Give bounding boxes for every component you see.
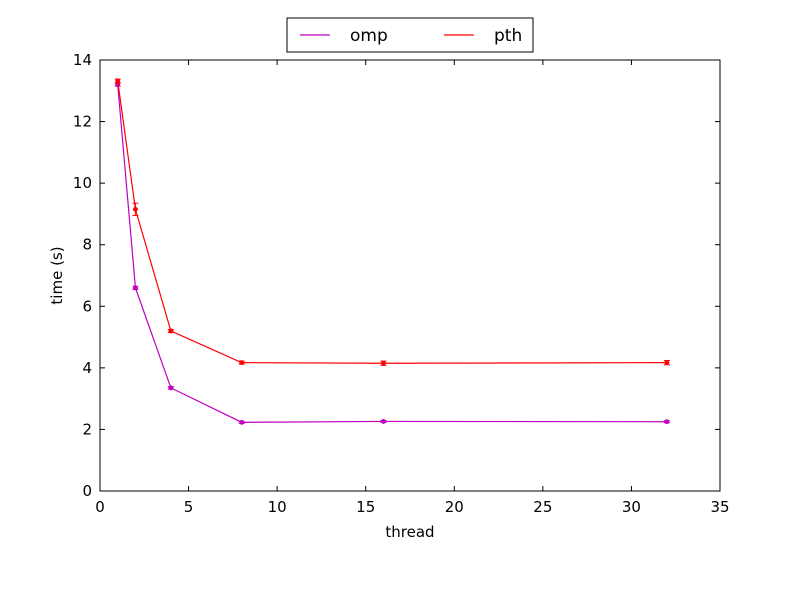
- x-tick-label-20: 20: [445, 498, 464, 516]
- x-tick-label-15: 15: [356, 498, 375, 516]
- y-tick-label-2: 2: [82, 420, 92, 438]
- y-tick-label-14: 14: [73, 51, 92, 69]
- point-omp-1: [132, 285, 138, 291]
- x-tick-label-30: 30: [622, 498, 641, 516]
- series-pth: [114, 78, 670, 366]
- y-tick-label-4: 4: [82, 359, 92, 377]
- point-pth-3: [239, 360, 245, 366]
- series-layer: [114, 78, 670, 425]
- point-omp-2: [168, 385, 174, 391]
- x-tick-label-10: 10: [268, 498, 287, 516]
- x-tick-label-35: 35: [710, 498, 729, 516]
- x-axis-label: thread: [385, 523, 434, 541]
- ticks-layer: 0 5 10 15 20 25 30 35 0 2 4 6 8 10 12 14: [73, 51, 730, 516]
- y-tick-label-10: 10: [73, 174, 92, 192]
- point-pth-2: [168, 328, 174, 334]
- y-tick-label-6: 6: [82, 297, 92, 315]
- plot-frame: [99, 59, 721, 492]
- x-tick-label-5: 5: [184, 498, 194, 516]
- series-line-pth: [117, 80, 667, 364]
- point-omp-4: [380, 418, 386, 424]
- y-tick-label-0: 0: [82, 482, 92, 500]
- x-tick-label-25: 25: [533, 498, 552, 516]
- point-pth-5: [664, 360, 670, 366]
- point-pth-0: [115, 78, 121, 84]
- point-pth-1: [132, 206, 138, 212]
- legend-label-omp: omp: [350, 26, 388, 46]
- legend-label-pth: pth: [494, 26, 522, 46]
- x-tick-label-0: 0: [95, 498, 105, 516]
- legend: omp pth: [286, 17, 534, 53]
- series-line-omp: [117, 84, 667, 423]
- point-omp-5: [664, 419, 670, 425]
- y-tick-label-12: 12: [73, 113, 92, 131]
- point-pth-4: [380, 360, 386, 366]
- y-axis-label: time (s): [48, 246, 66, 304]
- point-omp-3: [239, 419, 245, 425]
- series-omp: [114, 82, 670, 425]
- y-tick-label-8: 8: [82, 236, 92, 254]
